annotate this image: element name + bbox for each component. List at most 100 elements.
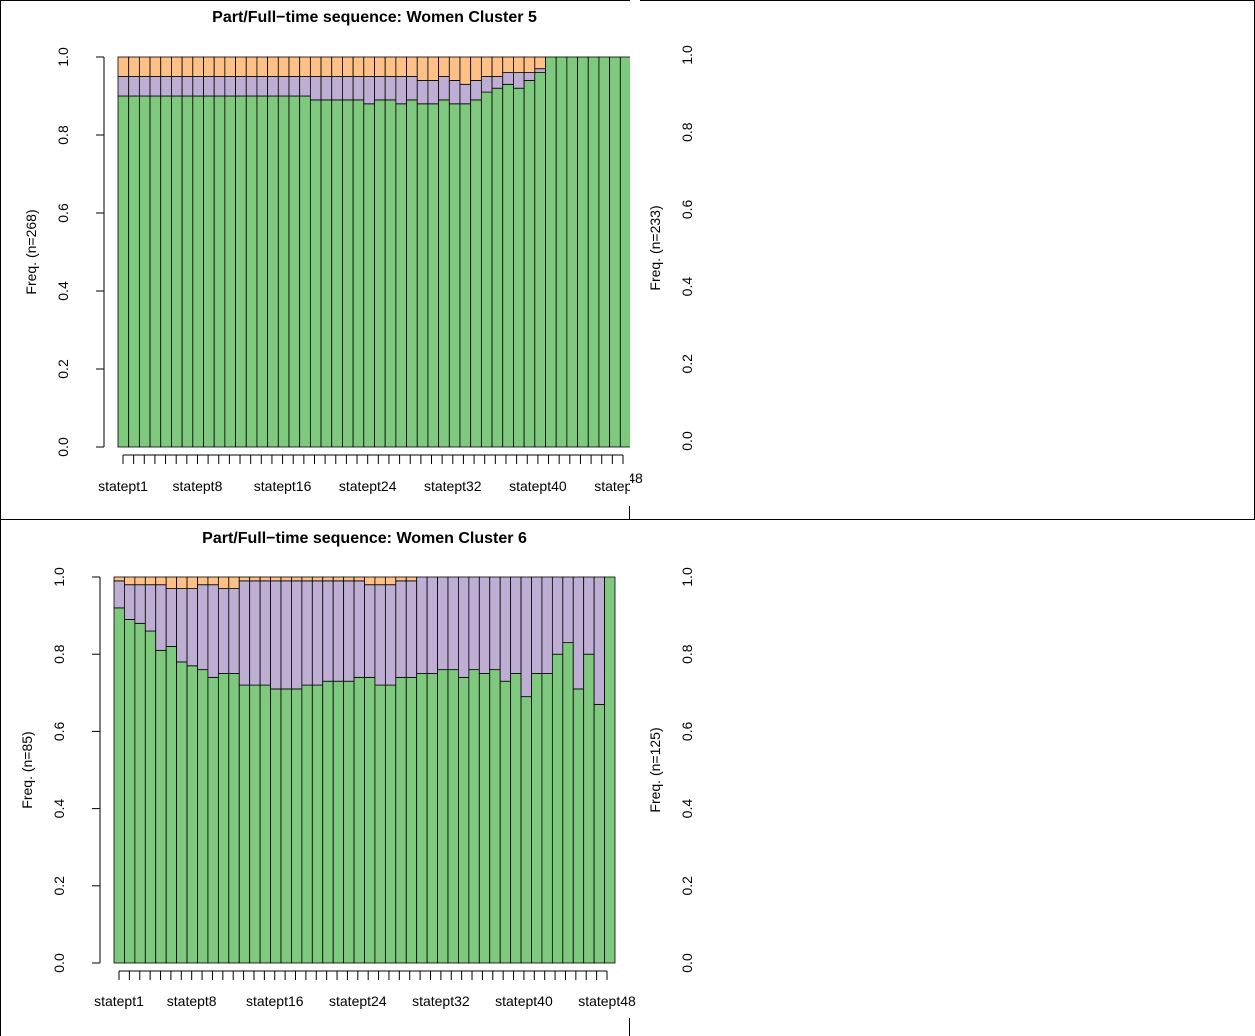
bar-segment-part-time [593, 576, 605, 705]
x-tick-label: statept1 [94, 993, 144, 1009]
x-tick-label: statept8 [167, 993, 217, 1009]
bar-segment-full-time [480, 91, 493, 448]
bar-segment-other [228, 576, 240, 589]
bar-segment-part-time [332, 580, 345, 682]
bar-segment-full-time [288, 95, 301, 448]
x-tick-label: statept40 [495, 993, 553, 1009]
bar-segment-part-time [256, 76, 269, 97]
y-axis-label: Freq. (n=233) [647, 205, 663, 290]
frame-top-border-right [640, 0, 1255, 1]
bar-segment-part-time [534, 68, 546, 73]
x-tick-label: statept40 [509, 478, 567, 494]
y-tick-label: 1.0 [679, 567, 695, 587]
bar-segment-part-time [395, 580, 407, 678]
bar-segment-full-time [342, 99, 354, 448]
bar-segment-part-time [353, 580, 365, 678]
bar-segment-full-time [520, 696, 532, 964]
bar-segment-other [197, 576, 209, 586]
bar-segment-part-time [384, 76, 397, 101]
bar-segment-full-time [572, 688, 585, 964]
bar-segment-other [267, 56, 279, 77]
x-tick-label: statept16 [246, 993, 304, 1009]
y-tick-label: 0.6 [51, 721, 67, 741]
bar-segment-part-time [181, 76, 194, 97]
x-tick-label: statept16 [254, 478, 312, 494]
bar-segment-full-time [331, 99, 343, 448]
bar-segment-other [160, 56, 172, 77]
y-axis-label: Freq. (n=85) [19, 731, 35, 808]
bar-segment-other [343, 576, 355, 582]
bar-segment-part-time [291, 580, 303, 690]
bar-segment-full-time [587, 56, 600, 448]
chart-cluster-3: Part/Full−time sequence: Women Cluster 3… [630, 45, 695, 486]
bar-segment-part-time [458, 576, 470, 678]
y-tick-label: 0.2 [51, 876, 67, 896]
bar-segment-other [217, 576, 230, 589]
bar-segment-full-time [213, 95, 226, 448]
bar-segment-full-time [155, 649, 167, 964]
x-tick-label: statept8 [173, 478, 223, 494]
bar-segment-other [270, 576, 282, 582]
bar-segment-other [291, 576, 303, 582]
bar-segment-other [491, 56, 504, 77]
bar-segment-part-time [342, 76, 354, 101]
frame-left-border [0, 0, 1, 1036]
bar-segment-part-time [510, 576, 522, 674]
bar-segment-other [534, 56, 546, 70]
bar-segment-part-time [280, 580, 292, 690]
bar-segment-part-time [311, 580, 324, 686]
bar-segment-full-time [267, 95, 279, 448]
bar-segment-full-time [217, 673, 230, 964]
bar-segment-full-time [598, 56, 611, 448]
bar-segment-full-time [149, 95, 162, 448]
bar-segment-full-time [181, 95, 194, 448]
bar-segment-full-time [551, 653, 564, 964]
bar-segment-part-time [583, 576, 595, 655]
chart-panel-cluster-5: Part/Full−time sequence: Women Cluster 5… [0, 0, 630, 520]
x-tick-label: statept48 [578, 993, 630, 1009]
bar-segment-part-time [203, 76, 215, 97]
bar-segment-part-time [416, 576, 428, 674]
bar-segment-part-time [468, 576, 480, 671]
bar-segment-full-time [604, 576, 616, 964]
y-tick-label: 0.6 [55, 203, 71, 223]
bar-segment-full-time [502, 83, 514, 448]
y-tick-label: 1.0 [679, 45, 695, 65]
chart-cluster-5: Part/Full−time sequence: Women Cluster 5… [23, 9, 630, 494]
bar-segment-full-time [427, 103, 440, 448]
bar-segment-full-time [545, 56, 557, 448]
bar-segment-part-time [128, 76, 140, 97]
bar-segment-full-time [447, 669, 459, 964]
y-tick-label: 0.8 [55, 125, 71, 145]
bar-segment-part-time [478, 576, 491, 674]
bar-segment-part-time [245, 76, 258, 97]
bar-segment-other [332, 576, 345, 582]
bar-segment-full-time [510, 673, 522, 964]
bar-segment-part-time [437, 576, 449, 671]
frame-divider-horizontal [0, 519, 1255, 520]
y-tick-label: 0.0 [679, 953, 695, 973]
bar-segment-full-time [448, 103, 461, 448]
bar-segment-other [171, 56, 183, 77]
bar-segment-part-time [176, 588, 188, 663]
bar-segment-other [181, 56, 194, 77]
bar-segment-full-time [160, 95, 172, 448]
bar-segment-other [416, 56, 429, 81]
bar-segment-part-time [352, 76, 365, 101]
bar-segment-part-time [197, 584, 209, 671]
bar-segment-full-time [176, 661, 188, 964]
y-tick-label: 1.0 [51, 567, 67, 587]
bar-segment-full-time [138, 95, 151, 448]
chart-cluster-2: Part/Full−time sequence: Women Cluster 2… [630, 567, 695, 1009]
bar-segment-part-time [491, 76, 504, 89]
bar-segment-part-time [406, 76, 418, 101]
bar-segment-part-time [301, 580, 313, 686]
y-tick-label: 0.0 [679, 431, 695, 451]
bar-segment-part-time [186, 588, 198, 667]
chart-cluster-6: Part/Full−time sequence: Women Cluster 6… [19, 530, 630, 1009]
bar-segment-other [513, 56, 525, 73]
bar-segment-part-time [374, 76, 386, 101]
y-tick-label: 1.0 [55, 47, 71, 67]
bar-segment-full-time [395, 103, 407, 448]
bar-segment-other [364, 576, 376, 586]
